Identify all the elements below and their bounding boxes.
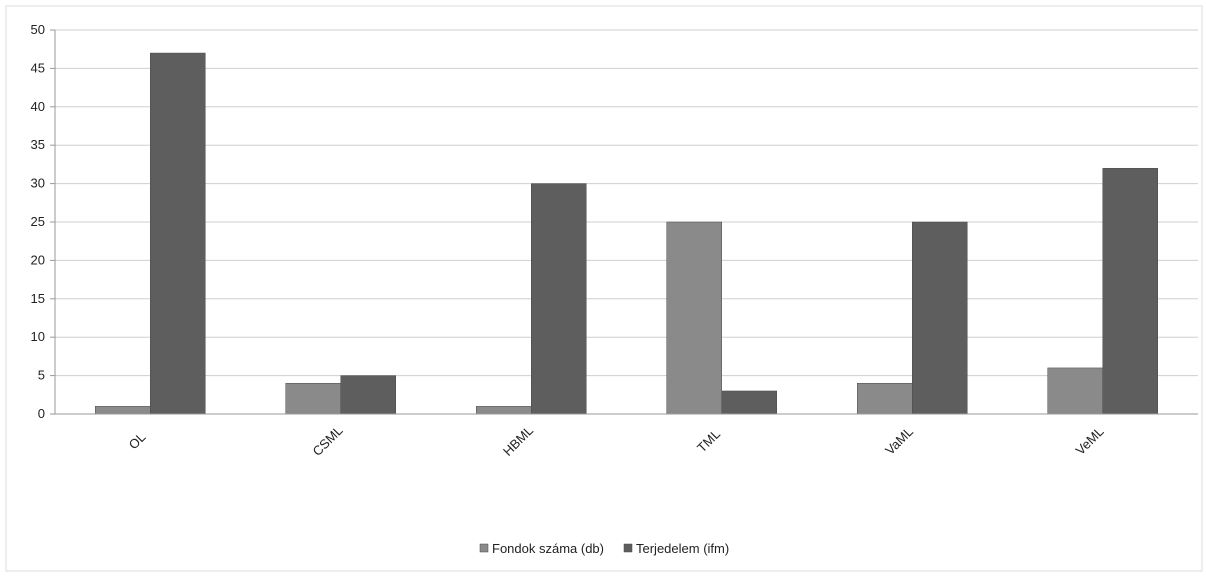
bar-hbml-series-1: [476, 406, 532, 415]
y-tick-label: 50: [31, 22, 45, 37]
y-tick-label: 10: [31, 329, 45, 344]
chart-frame: [5, 5, 1203, 572]
bar-tml-series-2: [721, 390, 777, 415]
bars: [95, 52, 1158, 415]
y-axis-ticks: 0 5 10 15 20 25 30 35 40 45 50: [31, 22, 55, 421]
y-tick-label: 0: [38, 406, 45, 421]
bar-tml-series-1: [666, 221, 722, 415]
bar-ol-series-1: [95, 406, 151, 415]
x-tick-label: TML: [694, 426, 723, 455]
y-tick-label: 25: [31, 214, 45, 229]
y-tick-label: 35: [31, 137, 45, 152]
bar-ol-series-2: [150, 52, 206, 415]
bar-csml-series-2: [340, 375, 396, 415]
legend-swatch: [479, 543, 489, 553]
y-tick-label: 15: [31, 291, 45, 306]
y-tick-label: 5: [38, 368, 45, 383]
x-axis-labels: OL CSML HBML TML VaML VeML: [126, 423, 1107, 459]
legend: Fondok száma (db) Terjedelem (ifm): [479, 541, 729, 556]
legend-swatch: [623, 543, 633, 553]
gridlines: [55, 29, 1198, 377]
y-tick-label: 30: [31, 176, 45, 191]
y-tick-label: 45: [31, 60, 45, 75]
bar-hbml-series-2: [531, 183, 587, 415]
bar-veml-series-2: [1102, 167, 1158, 415]
bar-veml-series-1: [1047, 367, 1103, 415]
x-tick-label: HBML: [500, 423, 536, 459]
legend-label: Fondok száma (db): [492, 541, 604, 556]
y-tick-label: 40: [31, 99, 45, 114]
legend-label: Terjedelem (ifm): [636, 541, 729, 556]
bar-vaml-series-1: [857, 383, 913, 415]
bar-vaml-series-2: [912, 221, 968, 415]
x-tick-label: VeML: [1073, 424, 1107, 458]
y-tick-label: 20: [31, 252, 45, 267]
bar-csml-series-1: [285, 383, 341, 415]
x-tick-label: CSML: [309, 423, 345, 459]
x-tick-label: OL: [126, 429, 149, 452]
x-tick-label: VaML: [882, 424, 916, 458]
